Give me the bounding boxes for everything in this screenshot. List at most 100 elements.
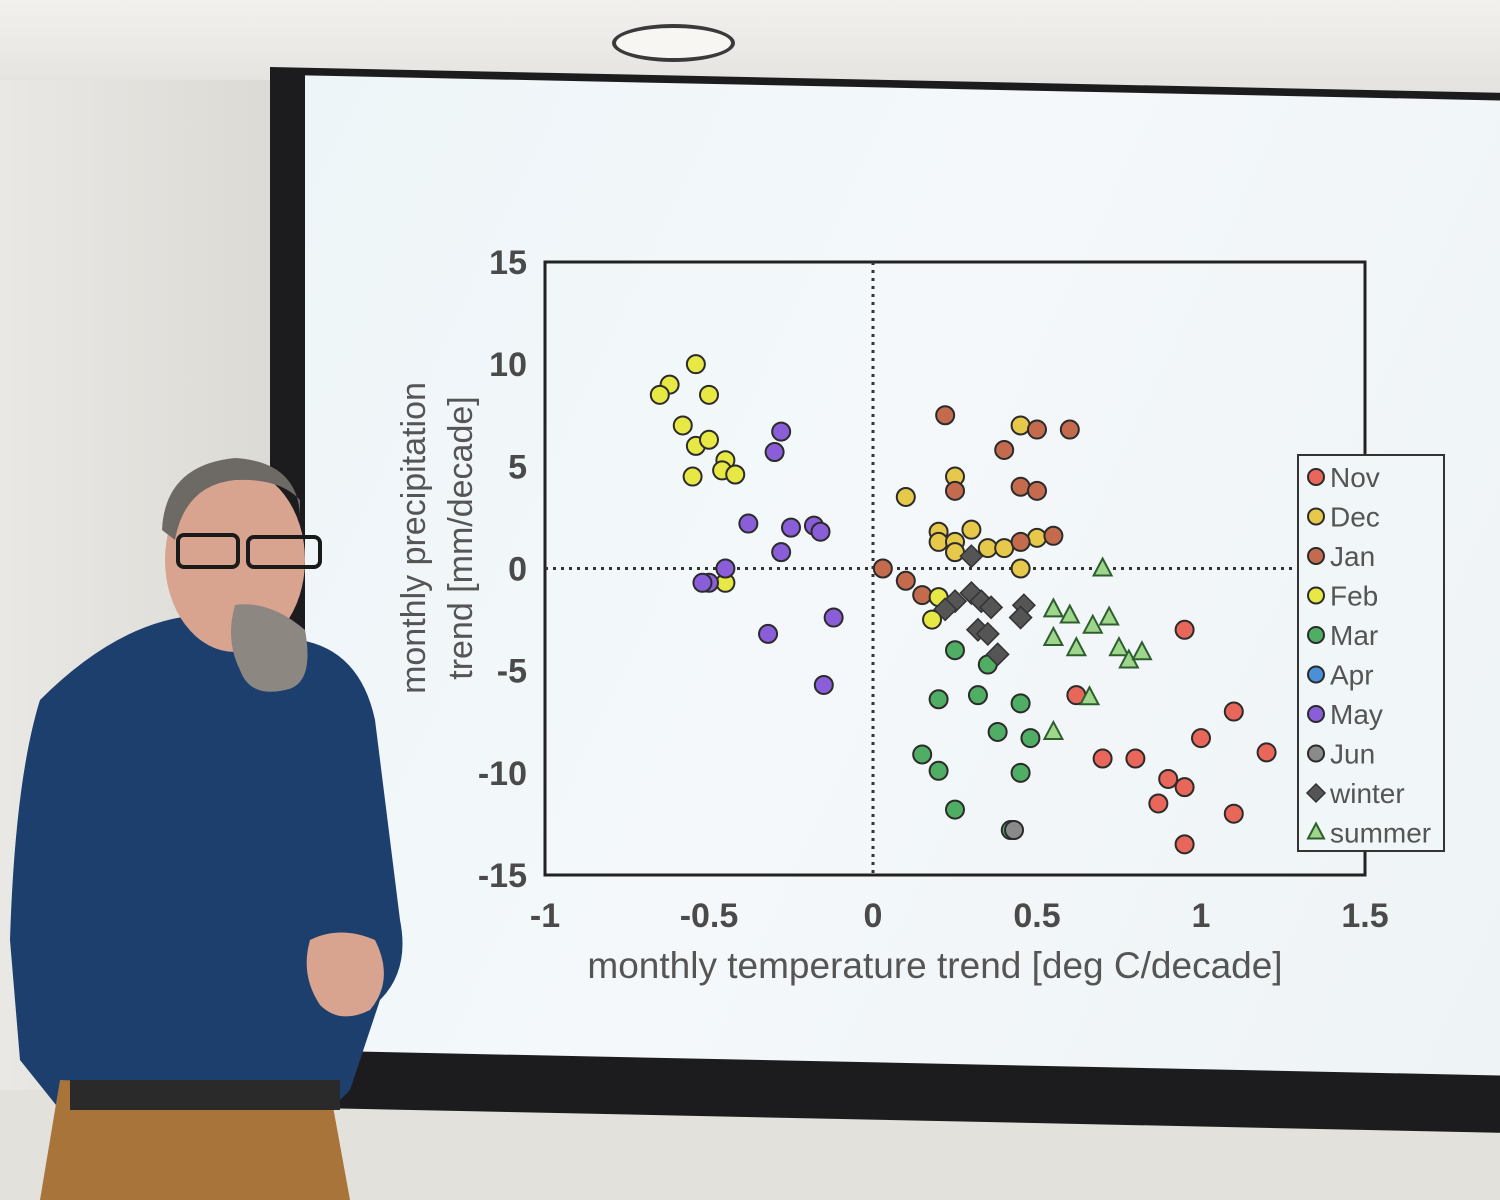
point-nov	[1174, 777, 1195, 798]
point-summer	[1065, 636, 1088, 657]
presenter-beard	[231, 604, 308, 692]
y-tick-label: 0	[508, 551, 527, 589]
y-tick-label: 15	[489, 244, 527, 282]
x-tick-label: 1.5	[1341, 897, 1388, 935]
x-tick-label: -0.5	[680, 897, 739, 935]
point-nov	[1158, 768, 1179, 789]
y-tick-label: -10	[478, 755, 527, 793]
point-mar	[928, 689, 949, 710]
point-dec	[1010, 558, 1031, 579]
legend-label: Dec	[1330, 502, 1380, 533]
legend-marker-may	[1307, 705, 1325, 723]
y-tick-label: 10	[489, 346, 527, 384]
point-mar	[912, 744, 933, 765]
legend-marker-dec	[1307, 507, 1325, 526]
point-feb	[685, 354, 706, 375]
point-nov	[1174, 834, 1195, 855]
legend-marker-apr	[1307, 665, 1325, 684]
point-may	[758, 623, 779, 644]
point-nov	[1125, 748, 1146, 769]
y-axis-label-line2: trend [mm/decade]	[442, 396, 480, 679]
point-winter	[979, 595, 1004, 620]
point-mar	[1010, 762, 1031, 783]
ceiling-light	[612, 24, 735, 62]
point-mar	[928, 760, 949, 781]
presenter-hands	[306, 932, 384, 1017]
point-jan	[872, 558, 893, 579]
legend-marker-jun	[1307, 744, 1325, 763]
point-summer	[1059, 603, 1081, 624]
presenter-shirt	[10, 615, 403, 1110]
point-winter	[985, 642, 1010, 667]
point-summer	[1082, 613, 1104, 634]
point-nov	[1148, 793, 1169, 814]
y-tick-label: -15	[478, 857, 527, 895]
point-feb	[922, 609, 943, 630]
point-nov	[1223, 803, 1244, 824]
point-jan	[1043, 525, 1064, 546]
point-summer	[1108, 636, 1130, 657]
y-axis-label-line1: monthly precipitation	[395, 382, 433, 694]
point-may	[738, 513, 759, 534]
legend-label: Mar	[1330, 620, 1378, 651]
point-summer	[1131, 640, 1153, 661]
legend-marker-winter	[1305, 782, 1327, 804]
legend-label: Jan	[1330, 541, 1375, 572]
legend-label: May	[1330, 699, 1383, 730]
point-mar	[1020, 728, 1041, 749]
point-nov	[1174, 619, 1195, 640]
point-feb	[682, 466, 703, 487]
point-winter	[933, 597, 958, 622]
point-may	[771, 421, 792, 442]
legend-label: Apr	[1330, 660, 1374, 691]
point-jan	[945, 480, 965, 501]
point-summer	[1098, 605, 1120, 626]
x-tick-label: 1	[1192, 897, 1211, 935]
x-tick-label: -1	[530, 897, 560, 935]
point-jan	[994, 439, 1015, 460]
glasses-icon-right	[246, 535, 322, 569]
point-feb	[699, 429, 719, 450]
legend-box	[1297, 454, 1445, 852]
legend-label: Feb	[1330, 581, 1378, 612]
point-dec	[961, 519, 982, 540]
x-tick-label: 0	[864, 897, 883, 935]
presenter-hair	[162, 458, 300, 540]
point-mar	[987, 721, 1008, 742]
y-tick-label: -5	[497, 653, 527, 691]
point-feb	[699, 384, 719, 405]
point-may	[810, 521, 831, 542]
legend-label: Nov	[1330, 462, 1380, 493]
point-may	[764, 442, 785, 463]
point-may	[715, 558, 736, 579]
point-jan	[1010, 531, 1031, 552]
point-nov	[1256, 742, 1277, 763]
point-jan	[1059, 419, 1080, 440]
point-jan	[1027, 480, 1047, 501]
point-nov	[1191, 728, 1211, 749]
point-jan	[1027, 419, 1047, 440]
point-summer	[1042, 597, 1065, 618]
point-summer	[1078, 685, 1101, 706]
x-tick-label: 0.5	[1013, 897, 1060, 935]
point-winter	[975, 621, 1000, 646]
point-mar	[1010, 693, 1031, 714]
point-summer	[1042, 625, 1065, 646]
point-mar	[945, 640, 965, 661]
legend-marker-mar	[1307, 626, 1325, 644]
point-may	[823, 607, 844, 628]
point-mar	[967, 685, 988, 706]
legend-marker-jan	[1307, 547, 1325, 565]
point-jan	[935, 405, 956, 426]
presenter-head	[165, 468, 305, 652]
point-mar	[945, 799, 965, 820]
point-winter	[1008, 605, 1033, 630]
point-feb	[725, 464, 746, 485]
presenter-belt	[70, 1080, 340, 1110]
x-axis-label: monthly temperature trend [deg C/decade]	[587, 945, 1282, 986]
legend-label: Jun	[1330, 739, 1375, 770]
point-may	[781, 517, 801, 538]
point-summer	[1042, 719, 1065, 740]
